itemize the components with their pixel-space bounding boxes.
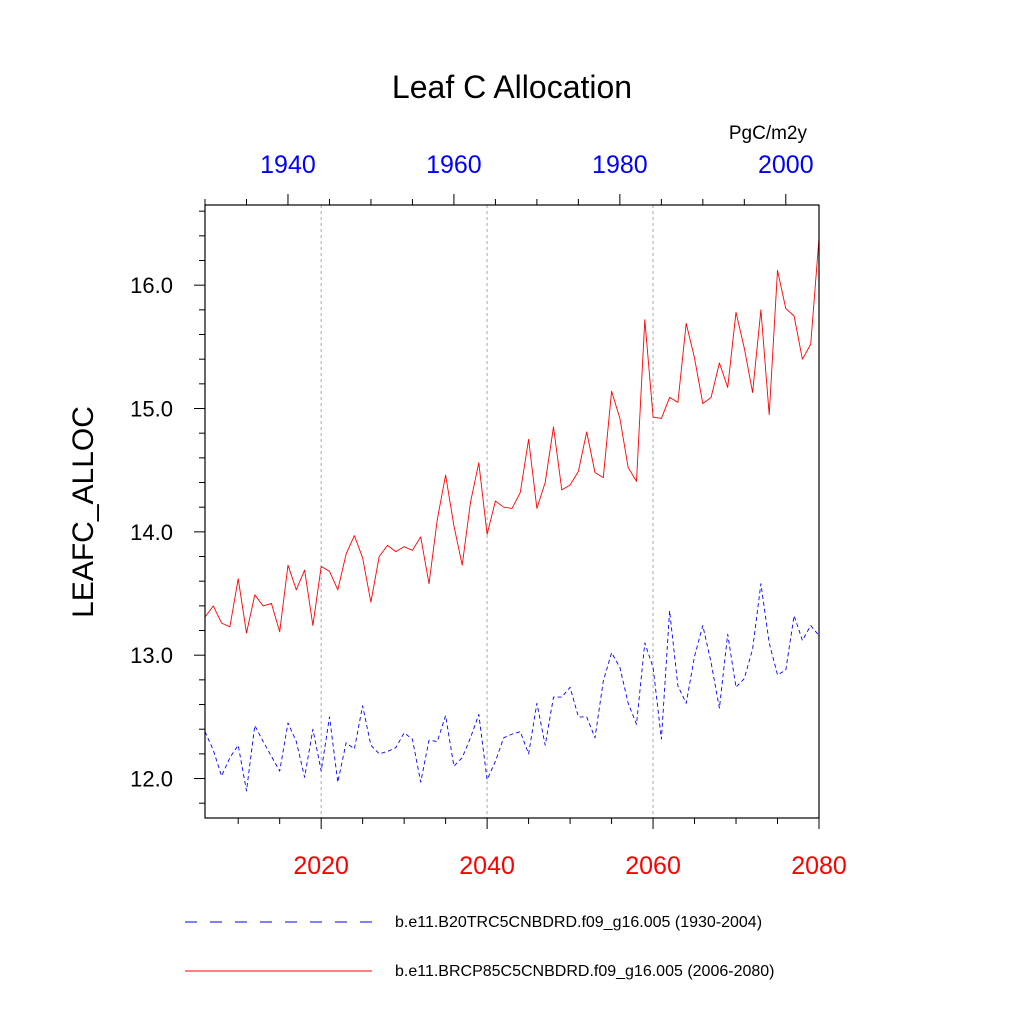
series-line-1	[204, 238, 820, 634]
legend-label-historical: b.e11.B20TRC5CNBDRD.f09_g16.005 (1930-20…	[395, 914, 762, 931]
x-top-tick-label: 1980	[592, 151, 648, 179]
vertical-gridlines	[320, 205, 654, 818]
plot-frame	[204, 204, 820, 819]
y-tick-label: 12.0	[130, 767, 173, 792]
units-label: PgC/m2y	[729, 123, 808, 144]
y-tick-label: 13.0	[130, 643, 173, 668]
y-tick-label: 16.0	[130, 273, 173, 298]
y-tick-label: 15.0	[130, 397, 173, 422]
x-top-tick-label: 1940	[260, 151, 316, 179]
series-line-0	[204, 583, 820, 792]
x-bottom-tick-label: 2040	[459, 852, 515, 880]
x-top-tick-label: 2000	[758, 151, 814, 179]
x-bottom-tick-label: 2060	[625, 852, 681, 880]
x-top-tick-label: 1960	[426, 151, 482, 179]
legend: b.e11.B20TRC5CNBDRD.f09_g16.005 (1930-20…	[185, 914, 774, 980]
x-bottom-tick-label: 2020	[293, 852, 349, 880]
y-tick-label: 14.0	[130, 520, 173, 545]
series-layer	[204, 238, 820, 792]
x-axis-top: 1940 1960 1980 2000	[204, 151, 814, 205]
chart-title: Leaf C Allocation	[392, 69, 632, 105]
legend-label-rcp85: b.e11.BRCP85C5CNBDRD.f09_g16.005 (2006-2…	[395, 963, 774, 980]
x-bottom-tick-label: 2080	[791, 852, 847, 880]
y-axis-label: LEAFC_ALLOC	[67, 406, 100, 618]
y-axis: 12.0 13.0 14.0 15.0 16.0	[130, 210, 205, 804]
x-axis-bottom: 2020 2040 2060 2080	[237, 818, 847, 880]
